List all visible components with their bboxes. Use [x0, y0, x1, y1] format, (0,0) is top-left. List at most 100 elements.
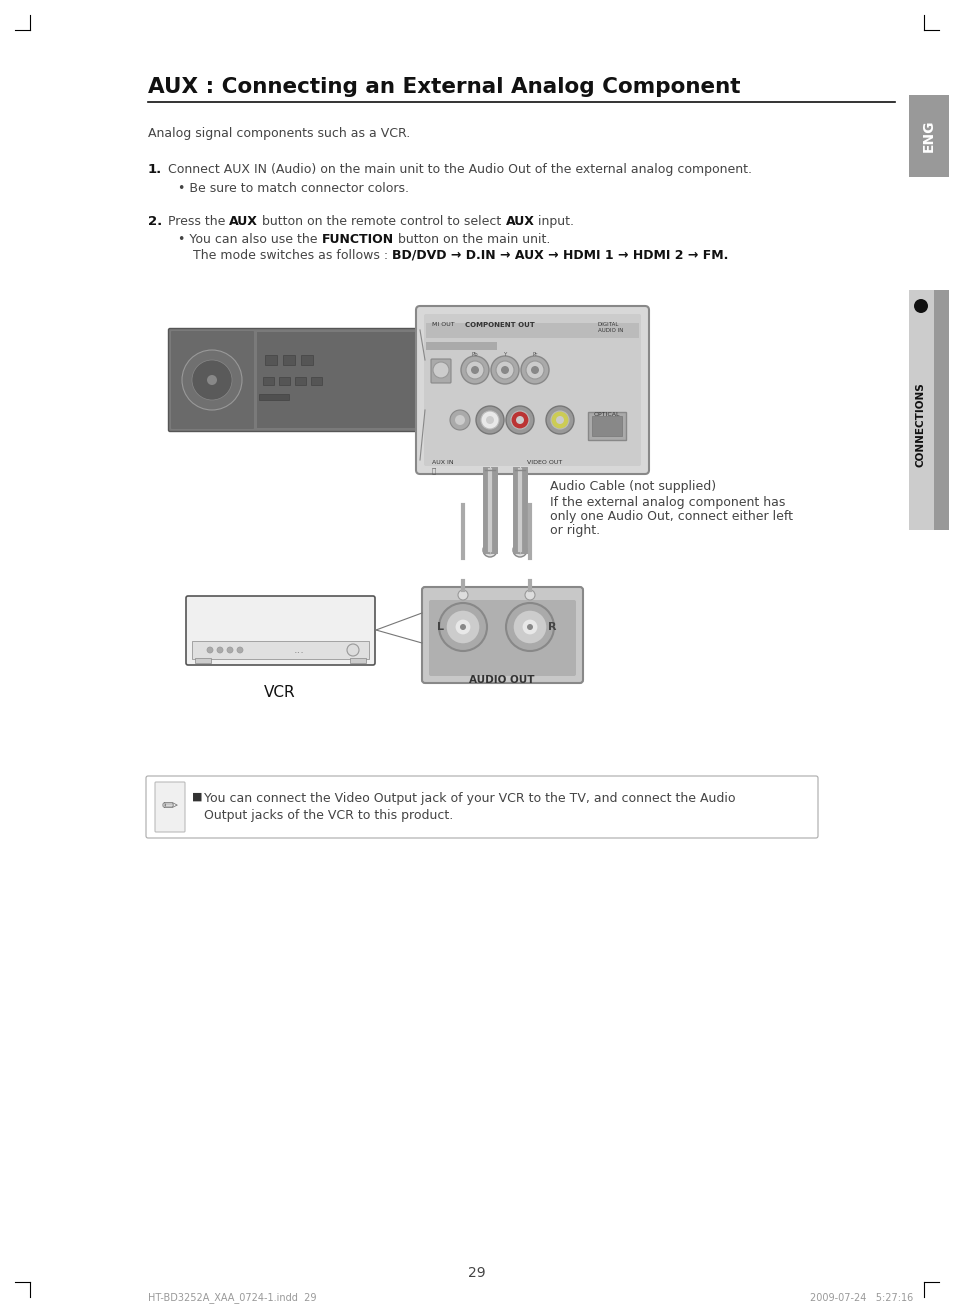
Text: AUX: AUX: [229, 215, 258, 228]
Text: button on the main unit.: button on the main unit.: [394, 234, 550, 247]
Circle shape: [485, 546, 494, 554]
Bar: [258, 394, 289, 400]
Circle shape: [182, 350, 242, 409]
Text: Connect AUX IN (Audio) on the main unit to the Audio Out of the external analog : Connect AUX IN (Audio) on the main unit …: [168, 163, 751, 176]
Circle shape: [438, 604, 486, 651]
Circle shape: [511, 411, 529, 429]
Circle shape: [500, 366, 509, 374]
Circle shape: [491, 356, 518, 384]
Bar: [294, 377, 306, 384]
Bar: [908, 290, 948, 530]
Circle shape: [521, 619, 537, 635]
Text: Audio Cable (not supplied): Audio Cable (not supplied): [550, 480, 716, 493]
Circle shape: [480, 411, 498, 429]
Text: AUDIO OUT: AUDIO OUT: [469, 674, 535, 685]
FancyBboxPatch shape: [421, 586, 582, 684]
Text: R: R: [547, 622, 556, 632]
Circle shape: [450, 409, 470, 430]
Text: Pb: Pb: [471, 352, 477, 357]
Bar: [933, 290, 948, 530]
Circle shape: [236, 647, 243, 653]
Circle shape: [216, 647, 223, 653]
Circle shape: [513, 543, 526, 558]
Text: CONNECTIONS: CONNECTIONS: [915, 383, 925, 467]
Bar: [194, 659, 211, 663]
Circle shape: [433, 362, 449, 378]
FancyBboxPatch shape: [146, 775, 817, 838]
Bar: [283, 356, 294, 365]
Circle shape: [459, 625, 465, 630]
Text: COMPONENT OUT: COMPONENT OUT: [465, 321, 535, 328]
Circle shape: [556, 416, 563, 424]
Text: DIGITAL
AUDIO IN: DIGITAL AUDIO IN: [598, 321, 622, 333]
Bar: [587, 412, 625, 440]
Circle shape: [482, 543, 497, 558]
Text: BD/DVD → D.IN → AUX → HDMI 1 → HDMI 2 → FM.: BD/DVD → D.IN → AUX → HDMI 1 → HDMI 2 → …: [392, 249, 728, 262]
Text: HT-BD3252A_XAA_0724-1.indd  29: HT-BD3252A_XAA_0724-1.indd 29: [148, 1292, 316, 1303]
Circle shape: [455, 619, 471, 635]
Text: ✏: ✏: [162, 798, 178, 816]
Circle shape: [457, 590, 468, 600]
Text: VCR: VCR: [264, 685, 295, 701]
FancyBboxPatch shape: [169, 328, 426, 432]
Text: • Be sure to match connector colors.: • Be sure to match connector colors.: [178, 182, 409, 195]
Circle shape: [551, 411, 568, 429]
Circle shape: [520, 356, 548, 384]
Text: or right.: or right.: [550, 523, 599, 537]
Circle shape: [913, 299, 927, 314]
Circle shape: [227, 647, 233, 653]
Circle shape: [545, 405, 574, 434]
Text: • You can also use the: • You can also use the: [178, 234, 321, 247]
Circle shape: [471, 366, 478, 374]
Text: The mode switches as follows :: The mode switches as follows :: [193, 249, 392, 262]
Bar: [426, 323, 639, 338]
Text: Output jacks of the VCR to this product.: Output jacks of the VCR to this product.: [204, 810, 453, 823]
Circle shape: [524, 590, 535, 600]
Circle shape: [207, 647, 213, 653]
Text: Y: Y: [503, 352, 506, 357]
Bar: [301, 356, 313, 365]
FancyBboxPatch shape: [186, 596, 375, 665]
Bar: [350, 659, 366, 663]
Bar: [192, 642, 369, 659]
Text: 2.: 2.: [148, 215, 162, 228]
Circle shape: [505, 405, 534, 434]
Bar: [263, 377, 274, 384]
Text: AUX: AUX: [505, 215, 534, 228]
Bar: [592, 416, 621, 436]
Bar: [517, 526, 522, 531]
Bar: [265, 356, 276, 365]
Circle shape: [476, 405, 503, 434]
Circle shape: [460, 356, 489, 384]
Text: input.: input.: [534, 215, 574, 228]
Circle shape: [465, 361, 483, 379]
Bar: [516, 531, 523, 543]
Text: AUX : Connecting an External Analog Component: AUX : Connecting an External Analog Comp…: [148, 77, 740, 97]
FancyBboxPatch shape: [171, 331, 253, 429]
Text: VIDEO OUT: VIDEO OUT: [527, 461, 562, 464]
Text: Press the: Press the: [168, 215, 229, 228]
Bar: [908, 94, 948, 177]
Text: ENG: ENG: [921, 119, 935, 152]
Bar: [256, 332, 418, 428]
Text: 1.: 1.: [148, 163, 162, 176]
Text: ■: ■: [192, 792, 202, 802]
Bar: [426, 342, 497, 350]
Text: button on the remote control to select: button on the remote control to select: [258, 215, 505, 228]
FancyBboxPatch shape: [154, 782, 185, 832]
Circle shape: [207, 375, 216, 384]
Circle shape: [517, 548, 521, 552]
Circle shape: [488, 548, 492, 552]
Circle shape: [347, 644, 358, 656]
Text: Ⓢ: Ⓢ: [432, 467, 436, 474]
Text: FUNCTION: FUNCTION: [321, 234, 394, 247]
Text: You can connect the Video Output jack of your VCR to the TV, and connect the Aud: You can connect the Video Output jack of…: [204, 792, 735, 806]
Text: L: L: [437, 622, 444, 632]
Circle shape: [485, 416, 494, 424]
Text: OPTICAL: OPTICAL: [593, 412, 619, 417]
Text: AUX IN: AUX IN: [432, 461, 453, 464]
FancyBboxPatch shape: [416, 306, 648, 474]
Circle shape: [516, 416, 523, 424]
Circle shape: [505, 604, 554, 651]
Text: only one Audio Out, connect either left: only one Audio Out, connect either left: [550, 510, 792, 523]
